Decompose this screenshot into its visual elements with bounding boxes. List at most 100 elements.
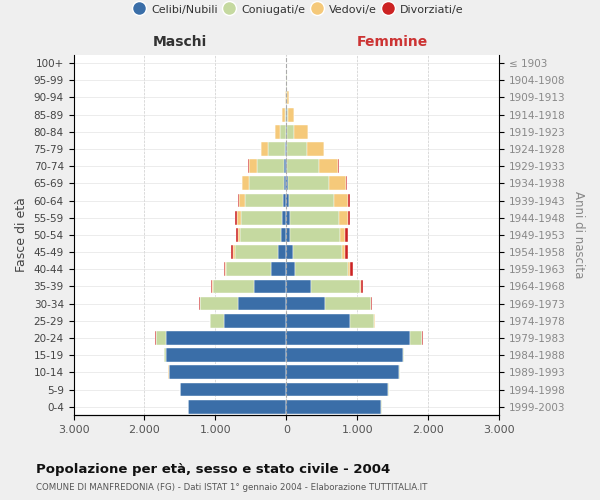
Bar [287, 142, 307, 156]
Bar [290, 228, 340, 242]
Bar [241, 211, 281, 224]
Bar [286, 160, 287, 173]
Bar [166, 348, 286, 362]
Bar [285, 90, 286, 104]
Bar [226, 262, 271, 276]
Bar [286, 280, 311, 293]
Bar [281, 228, 286, 242]
Bar [238, 211, 241, 224]
Bar [286, 314, 350, 328]
Y-axis label: Fasce di età: Fasce di età [15, 198, 28, 272]
Bar [180, 382, 286, 396]
Bar [325, 296, 371, 310]
Bar [275, 125, 280, 138]
Bar [281, 211, 286, 224]
Bar [212, 280, 254, 293]
Bar [257, 160, 284, 173]
Bar [403, 348, 404, 362]
Bar [249, 176, 284, 190]
Bar [334, 194, 348, 207]
Bar [289, 194, 334, 207]
Bar [188, 400, 286, 413]
Bar [239, 194, 245, 207]
Bar [286, 348, 403, 362]
Bar [211, 314, 224, 328]
Bar [284, 108, 286, 122]
Bar [348, 211, 350, 224]
Bar [238, 296, 286, 310]
Text: Popolazione per età, sesso e stato civile - 2004: Popolazione per età, sesso e stato civil… [36, 462, 390, 475]
Bar [248, 160, 257, 173]
Bar [282, 108, 284, 122]
Bar [240, 228, 281, 242]
Bar [164, 348, 166, 362]
Bar [287, 125, 294, 138]
Bar [283, 194, 286, 207]
Bar [345, 245, 348, 259]
Bar [238, 228, 240, 242]
Bar [350, 262, 353, 276]
Bar [286, 400, 382, 413]
Bar [271, 262, 286, 276]
Bar [307, 142, 324, 156]
Bar [295, 262, 348, 276]
Bar [235, 211, 238, 224]
Bar [156, 331, 166, 345]
Bar [236, 228, 238, 242]
Text: Maschi: Maschi [153, 36, 207, 50]
Bar [348, 194, 350, 207]
Legend: Celibi/Nubili, Coniugati/e, Vedovi/e, Divorziati/e: Celibi/Nubili, Coniugati/e, Vedovi/e, Di… [133, 0, 467, 18]
Bar [410, 331, 422, 345]
Bar [288, 176, 329, 190]
Bar [286, 382, 388, 396]
Bar [350, 314, 374, 328]
Bar [342, 245, 345, 259]
Bar [238, 194, 239, 207]
Bar [254, 280, 286, 293]
Bar [311, 280, 360, 293]
Bar [319, 160, 338, 173]
Y-axis label: Anni di nascita: Anni di nascita [572, 191, 585, 278]
Bar [284, 160, 286, 173]
Bar [286, 211, 290, 224]
Bar [329, 176, 346, 190]
Bar [287, 108, 289, 122]
Bar [245, 194, 283, 207]
Bar [211, 280, 212, 293]
Bar [242, 176, 249, 190]
Bar [348, 262, 350, 276]
Bar [278, 245, 286, 259]
Bar [224, 262, 226, 276]
Bar [286, 142, 287, 156]
Bar [340, 228, 345, 242]
Bar [285, 142, 286, 156]
Bar [345, 228, 348, 242]
Text: COMUNE DI MANFREDONIA (FG) - Dati ISTAT 1° gennaio 2004 - Elaborazione TUTTITALI: COMUNE DI MANFREDONIA (FG) - Dati ISTAT … [36, 484, 427, 492]
Bar [284, 176, 286, 190]
Bar [169, 366, 286, 379]
Bar [287, 90, 289, 104]
Bar [371, 296, 372, 310]
Bar [224, 314, 286, 328]
Bar [280, 125, 286, 138]
Bar [286, 366, 399, 379]
Bar [200, 296, 238, 310]
Bar [262, 142, 268, 156]
Bar [289, 108, 294, 122]
Bar [293, 245, 342, 259]
Bar [286, 296, 325, 310]
Bar [286, 176, 288, 190]
Bar [231, 245, 233, 259]
Bar [166, 331, 286, 345]
Bar [233, 245, 235, 259]
Text: Femmine: Femmine [357, 36, 428, 50]
Bar [286, 194, 289, 207]
Bar [360, 280, 361, 293]
Bar [290, 211, 339, 224]
Bar [286, 262, 295, 276]
Bar [268, 142, 285, 156]
Bar [339, 211, 348, 224]
Bar [286, 245, 293, 259]
Bar [287, 160, 319, 173]
Bar [294, 125, 308, 138]
